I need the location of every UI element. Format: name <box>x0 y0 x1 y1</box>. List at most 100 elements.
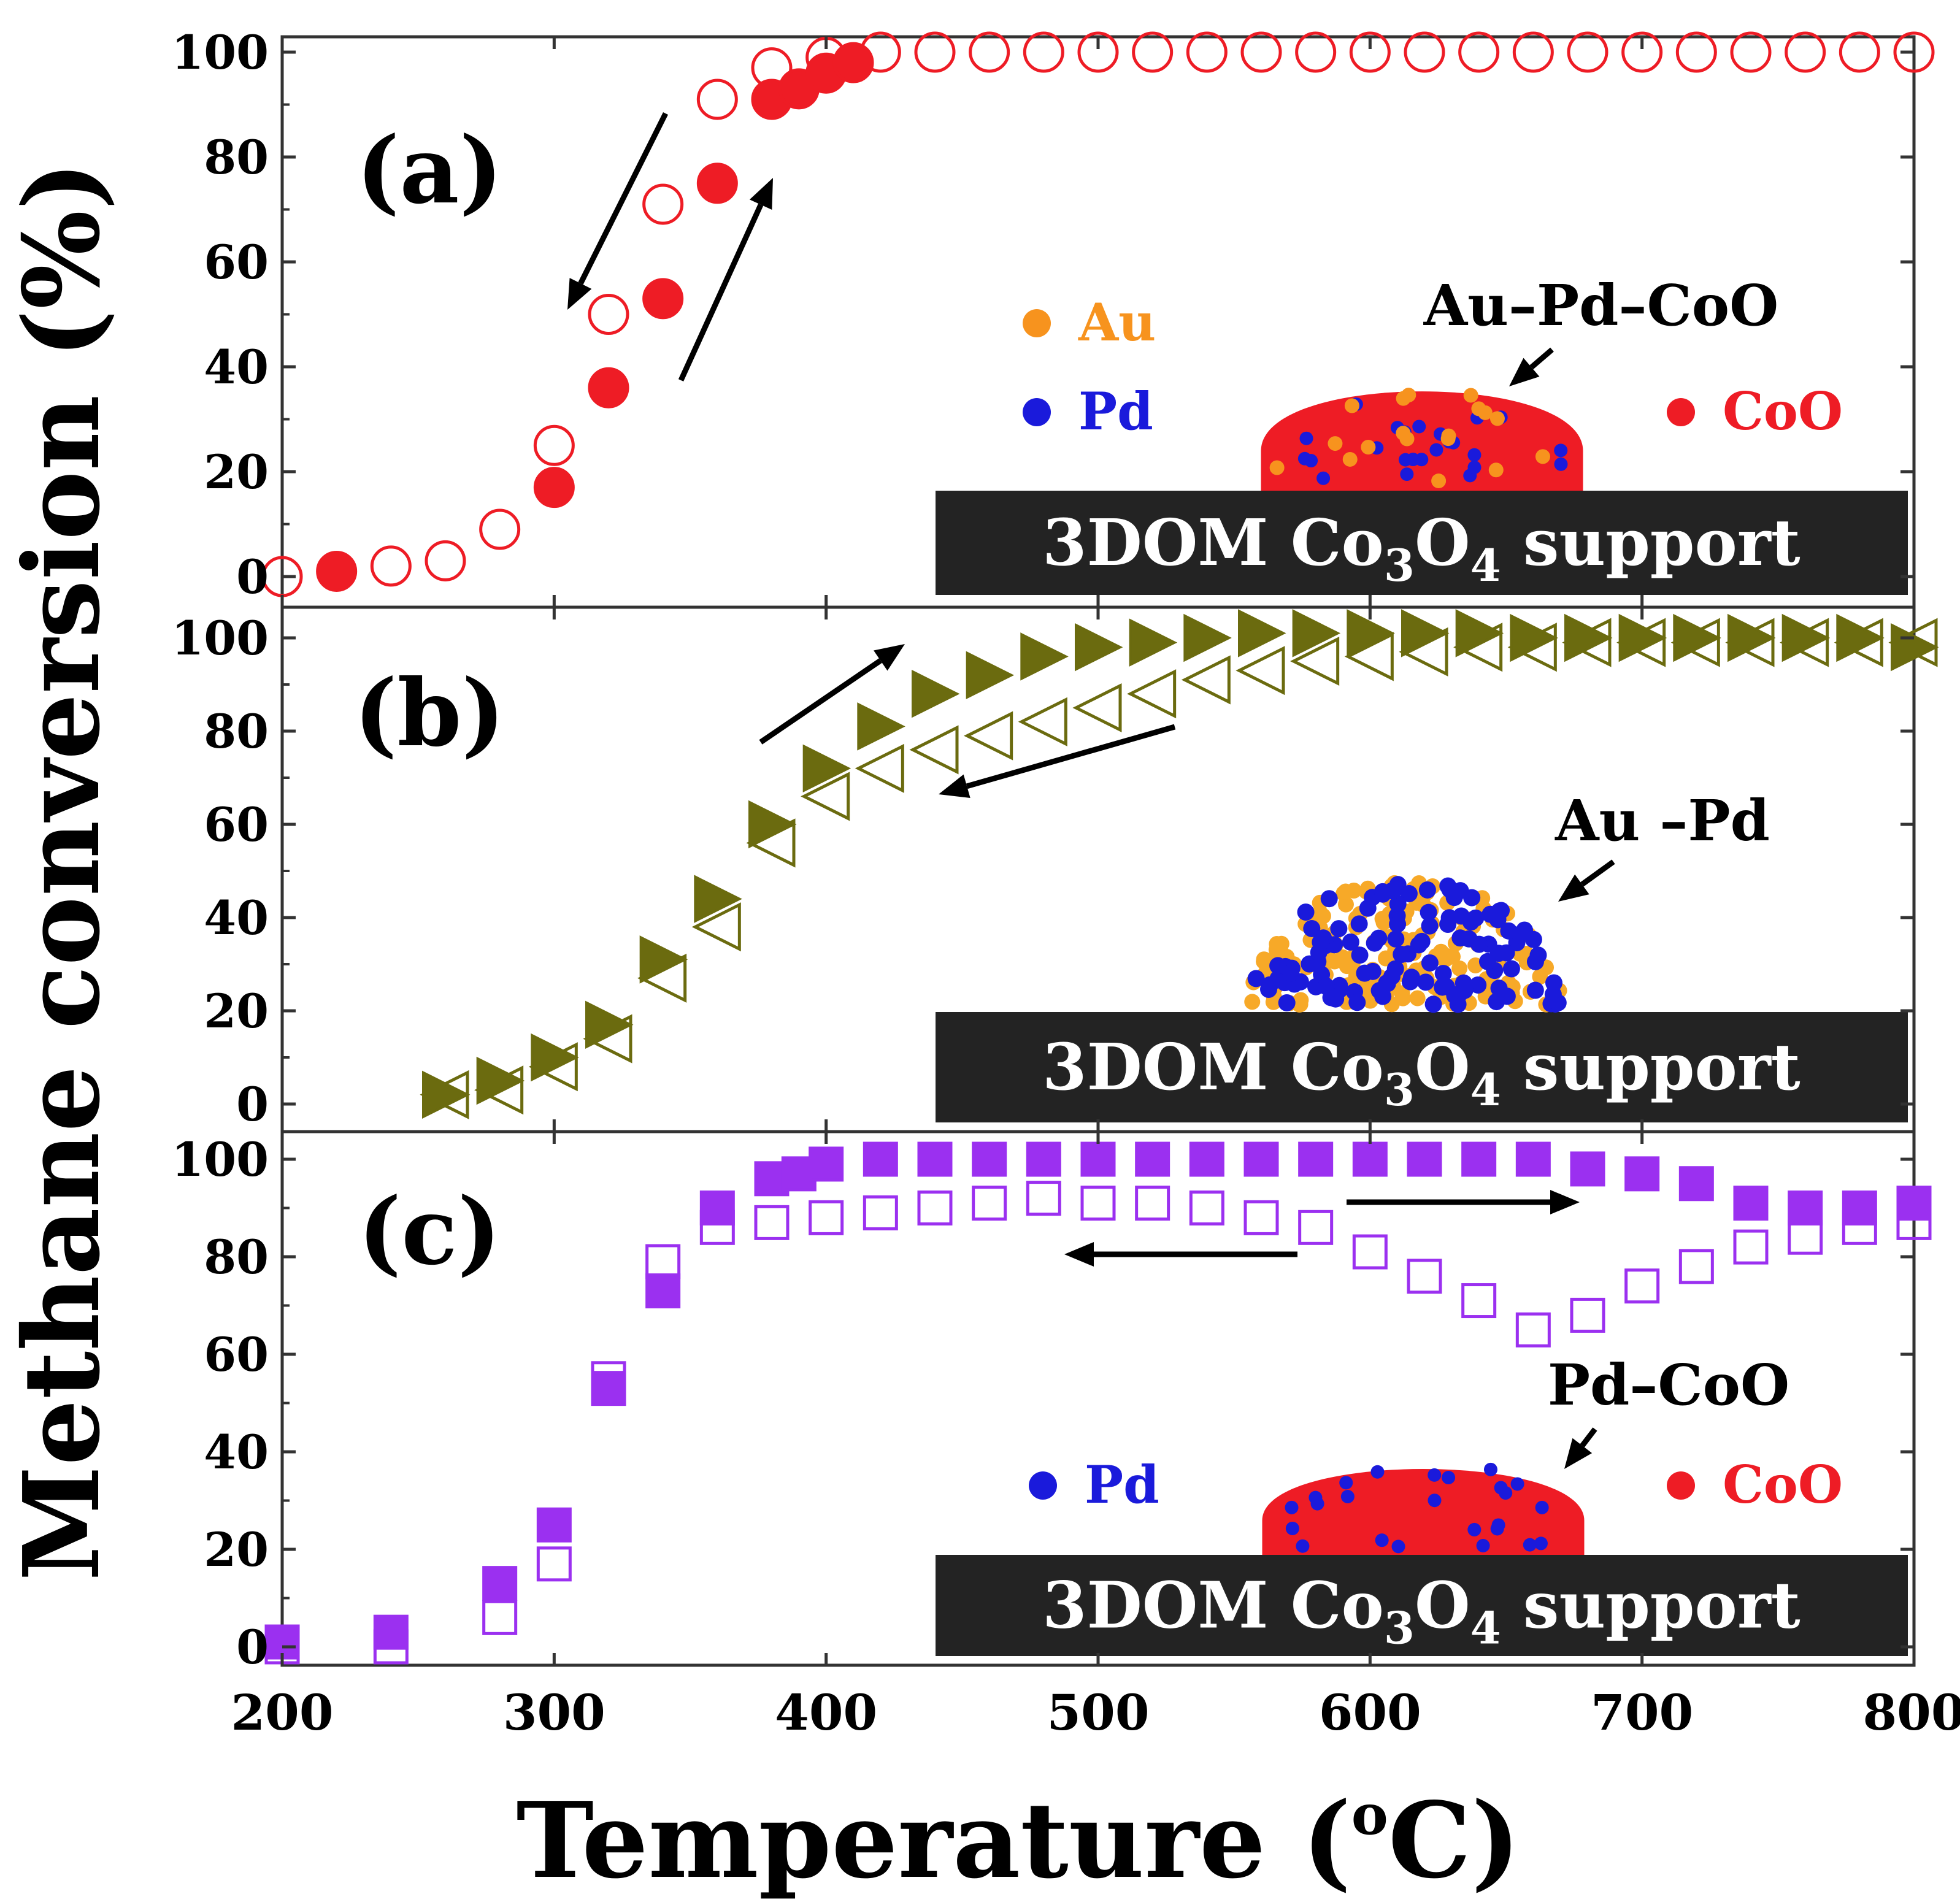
panel-c-particle-arrow-head <box>1564 1438 1593 1469</box>
panel-b-particle-au-dot <box>1409 990 1426 1007</box>
panel-a-support-label-part: support <box>1501 505 1801 580</box>
panel-c-point-heating <box>1352 1141 1388 1177</box>
panel-a-particle-pd-dot <box>1316 471 1331 485</box>
panel-a-point-heating <box>642 278 684 320</box>
panel-a-point-cooling <box>914 31 956 73</box>
panel-c-ytick-label: 20 <box>204 1522 269 1577</box>
panel-c-point-heating <box>1678 1166 1714 1202</box>
panel-a-arrow-cooling-head <box>567 278 592 310</box>
panel-b-point-heating <box>1455 609 1504 658</box>
panel-b-support-label-part: support <box>1501 1029 1801 1105</box>
panel-c-point-cooling <box>1461 1283 1497 1319</box>
panel-b-particle-pd-dot <box>1421 954 1439 972</box>
panel-b-point-heating <box>476 1056 525 1105</box>
panel-a-particle-pd-dot <box>1299 431 1313 445</box>
panel-a-particle-au-dot <box>1477 405 1493 420</box>
panel-b-particle-pd-dot <box>1342 933 1359 951</box>
panel-c-point-heating <box>863 1141 898 1177</box>
panel-a-label: (a) <box>356 117 502 224</box>
panel-a-ytick-label: 0 <box>236 550 269 604</box>
panel-b-point-heating <box>1183 613 1232 662</box>
panel-a-point-heating <box>588 367 629 408</box>
panel-a-ytick-label: 100 <box>171 25 269 80</box>
panel-c-point-cooling <box>1788 1219 1823 1255</box>
panel-b-particle-pd-dot <box>1297 903 1315 921</box>
panel-b-particle-au-dot <box>1337 896 1354 913</box>
x-axis-title-degree: o <box>1351 1782 1388 1847</box>
panel-b-point-heating <box>1673 613 1721 662</box>
panel-b-arrow-heating-shaft <box>759 658 882 745</box>
panel-c-particle-arrow <box>1564 1427 1597 1469</box>
panel-b-particle-pd-dot <box>1549 994 1567 1011</box>
panel-a-ytick-label: 80 <box>204 130 269 185</box>
panel-c-support-bar <box>936 1555 1908 1656</box>
panel-a-particle-pd-dot <box>1554 457 1568 471</box>
panel-b-particle-pd-dot <box>1500 922 1518 940</box>
panel-a-point-cooling <box>1621 31 1663 73</box>
panel-a-legend-au-label: Au <box>1078 292 1156 353</box>
panel-c-ytick-label: 0 <box>236 1620 269 1674</box>
panel-c-point-cooling <box>482 1600 518 1635</box>
panel-a-arrow-heating-head <box>749 178 773 210</box>
panel-c-particle-pd-dot <box>1296 1539 1310 1553</box>
panel-b-point-heating <box>1781 613 1831 662</box>
panel-b-particle-pd-dot <box>1526 981 1544 999</box>
panel-b-particle-arrow <box>1558 859 1615 902</box>
panel-b-particle-pd-dot <box>1303 919 1321 937</box>
panel-a-arrow-heating <box>678 178 773 382</box>
panel-b-point-cooling <box>1236 646 1285 696</box>
panel-c-point-heating <box>1407 1141 1442 1177</box>
panel-b-particle-pd-dot <box>1282 964 1300 982</box>
panel-c-point-heating <box>264 1624 300 1660</box>
panel-b-ytick-label: 80 <box>204 704 269 759</box>
panel-c-particle-pd-dot <box>1391 1540 1405 1554</box>
panel-b-particle-pd-dot <box>1359 899 1377 917</box>
panel-a-ytick-label: 20 <box>204 445 269 499</box>
panel-c-particle-pd-dot <box>1523 1538 1537 1552</box>
panel-c-point-cooling <box>1135 1186 1170 1221</box>
panel-a-particle-au-dot <box>1441 428 1456 443</box>
panel-b-particle-pd-dot <box>1312 934 1329 951</box>
panel-a-point-heating <box>696 163 738 204</box>
panel-a-point-heating <box>832 42 874 83</box>
panel-a-particle-au-dot <box>1344 398 1359 413</box>
panel-a-particle-au-dot <box>1463 388 1478 403</box>
panel-b-ytick-label: 60 <box>204 797 269 852</box>
panel-c-particle-pd-dot <box>1309 1490 1323 1505</box>
panel-b-support-label-part: 3 <box>1384 1064 1415 1116</box>
panel-c-point-heating <box>1461 1141 1497 1177</box>
panel-b-point-heating <box>422 1070 471 1119</box>
panel-a-particle-au-dot <box>1488 462 1504 478</box>
panel-a-particle-pd-dot <box>1304 454 1318 468</box>
panel-a-point-cooling <box>1132 31 1174 73</box>
panel-c-point-heating <box>1624 1156 1660 1192</box>
panel-b-particle-pd-dot <box>1424 995 1442 1013</box>
panel-c-point-heating <box>536 1507 572 1543</box>
panel-b-particle-pd-dot <box>1350 915 1368 933</box>
panel-b-particle-pd-dot <box>1418 881 1436 899</box>
panel-b-particle-pd-dot <box>1269 957 1287 975</box>
panel-a-point-cooling <box>588 294 629 335</box>
panel-a-particle-au-dot <box>1399 431 1415 447</box>
panel-b-particle-pd-dot <box>1469 976 1487 994</box>
panel-c-legend-pd-dot <box>1029 1471 1057 1500</box>
panel-b-particle-pd-dot <box>1317 978 1335 995</box>
panel-c-support-label-part: 3DOM Co <box>1042 1568 1384 1643</box>
panel-a-point-cooling <box>1730 31 1772 73</box>
x-axis-title-main: Temperature ( <box>516 1779 1351 1902</box>
panel-c-particle-arrow-shaft <box>1580 1427 1597 1448</box>
panel-b-point-heating <box>585 1000 634 1049</box>
panel-c-arrow-cooling <box>1064 1242 1297 1267</box>
panel-b-point-heating <box>694 875 742 923</box>
data-markers <box>261 31 1939 1665</box>
panel-b-particle-pd-dot <box>1301 955 1318 973</box>
panel-a-support-label-part: O <box>1415 505 1470 580</box>
panel-a-point-heating <box>316 550 358 592</box>
panel-a-support-label-part: 3DOM Co <box>1042 505 1384 580</box>
panel-a-point-cooling <box>1240 31 1282 73</box>
panel-b-particle-pd-dot <box>1470 935 1488 953</box>
panel-c-point-heating <box>482 1566 518 1601</box>
panel-b-point-cooling <box>964 711 1013 761</box>
panel-c-point-cooling <box>754 1205 790 1240</box>
panel-c-point-cooling <box>1624 1268 1660 1304</box>
